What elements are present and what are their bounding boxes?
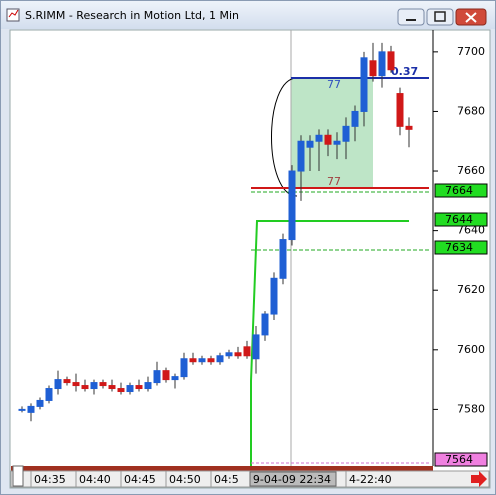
candle-body <box>54 379 62 390</box>
candle-body <box>198 358 206 363</box>
candle-body <box>171 376 179 381</box>
candle-body <box>162 370 170 381</box>
candle-body <box>225 352 233 357</box>
candles <box>18 42 413 422</box>
price-labels: 7664 7644 7634 7564 <box>434 183 488 467</box>
candle-body <box>405 125 413 130</box>
candle-body <box>18 408 26 411</box>
price-label-box <box>434 240 488 255</box>
candle-body <box>288 170 296 241</box>
price-label-box <box>434 452 488 467</box>
price-label: 7564 <box>445 453 473 466</box>
candle-body <box>27 405 35 413</box>
minimize-button[interactable] <box>397 8 425 26</box>
x-tick-label: 04:50 <box>169 473 201 486</box>
annotation: 0.37 <box>391 65 418 78</box>
candle-body <box>45 388 53 401</box>
candle-body <box>144 382 152 390</box>
x-tick-label: 4-22:40 <box>349 473 392 486</box>
candle-body <box>396 93 404 127</box>
candle-body <box>72 382 80 387</box>
price-label-box <box>434 212 488 227</box>
annotation: 77 <box>327 78 341 91</box>
y-tick-label: 7600 <box>457 343 485 356</box>
y-tick-label: 7640 <box>457 224 485 237</box>
candle-body <box>351 110 359 127</box>
candle-body <box>315 134 323 142</box>
candle-body <box>135 385 143 390</box>
indicator-line <box>250 220 409 466</box>
candle-body <box>63 379 71 384</box>
candle-body <box>369 60 377 77</box>
range-box <box>291 78 373 188</box>
price-label: 7644 <box>445 213 473 226</box>
maximize-button[interactable] <box>426 8 454 26</box>
candle-body <box>360 57 368 112</box>
y-tick-label: 7660 <box>457 164 485 177</box>
candle-body <box>333 140 341 145</box>
candle-body <box>234 352 242 357</box>
price-label: 7664 <box>445 184 473 197</box>
candle-body <box>261 313 269 336</box>
candle-body <box>342 125 350 142</box>
candle-body <box>270 277 278 315</box>
y-tick-label: 7620 <box>457 283 485 296</box>
scroll-thumb[interactable] <box>12 465 24 487</box>
window-icon <box>6 8 20 22</box>
maximize-glyph <box>434 11 446 22</box>
x-axis: 04:35 04:40 04:45 04:50 04:5 9-04-09 22:34 4-2… <box>30 471 392 487</box>
arc-drawing <box>271 77 298 197</box>
candle-body <box>99 382 107 387</box>
y-tick-label: 7580 <box>457 402 485 415</box>
x-tick-label: 04:40 <box>79 473 111 486</box>
candle-body <box>189 358 197 363</box>
y-tick-label: 7680 <box>457 104 485 117</box>
candle-body <box>90 382 98 390</box>
x-highlight-box <box>249 471 337 487</box>
candle-body <box>36 399 44 407</box>
candle-body <box>117 388 125 393</box>
close-glyph <box>465 12 477 23</box>
y-tick-label: 7700 <box>457 45 485 58</box>
price-label: 7634 <box>445 241 473 254</box>
x-tick-label: 04:35 <box>34 473 66 486</box>
window-buttons[interactable] <box>397 8 487 26</box>
annotation: 77 <box>327 175 341 188</box>
bottom-strip <box>11 466 433 471</box>
window-icon-glyph <box>8 9 19 18</box>
candle-body <box>126 385 134 393</box>
candle-body <box>306 140 314 148</box>
candle-body <box>108 385 116 390</box>
candle-body <box>81 385 89 390</box>
x-tick-label: 04:45 <box>124 473 156 486</box>
candle-body <box>387 51 395 71</box>
x-tick-label: 9-04-09 22:34 <box>253 473 331 486</box>
candle-body <box>252 334 260 360</box>
candle-body <box>216 355 224 363</box>
scroll-right-arrow[interactable] <box>471 471 487 487</box>
candle-body <box>153 370 161 384</box>
price-label-box <box>434 183 488 198</box>
candle-body <box>297 140 305 172</box>
candle-body <box>378 51 386 77</box>
candle-body <box>243 346 251 357</box>
y-axis: 7580 7600 7620 7640 7660 7680 7700 <box>433 45 485 415</box>
candle-body <box>279 239 287 279</box>
x-tick-label: 04:5 <box>214 473 239 486</box>
window-title: S.RIMM - Research in Motion Ltd, 1 Min <box>25 9 239 22</box>
candle-body <box>324 134 332 145</box>
candle-body <box>180 358 188 378</box>
candle-body <box>207 358 215 363</box>
